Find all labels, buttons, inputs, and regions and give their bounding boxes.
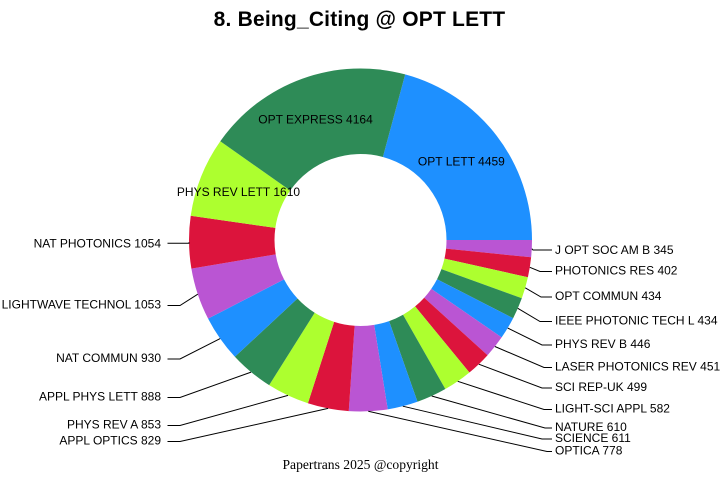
svg-text:APPL PHYS LETT 888: APPL PHYS LETT 888 xyxy=(39,390,161,404)
svg-text:OPT LETT 4459: OPT LETT 4459 xyxy=(418,155,505,169)
svg-text:LIGHTWAVE TECHNOL 1053: LIGHTWAVE TECHNOL 1053 xyxy=(2,298,162,312)
svg-text:PHYS REV B 446: PHYS REV B 446 xyxy=(555,337,651,351)
svg-text:NATURE 610: NATURE 610 xyxy=(555,420,627,434)
svg-text:LIGHT-SCI APPL 582: LIGHT-SCI APPL 582 xyxy=(555,402,670,416)
svg-text:J OPT SOC AM B 345: J OPT SOC AM B 345 xyxy=(555,243,674,257)
svg-text:Papertrans 2025 @copyright: Papertrans 2025 @copyright xyxy=(283,457,439,472)
svg-text:IEEE PHOTONIC TECH L 434: IEEE PHOTONIC TECH L 434 xyxy=(555,314,718,328)
svg-text:PHYS REV LETT 1610: PHYS REV LETT 1610 xyxy=(177,185,300,199)
svg-text:NAT PHOTONICS 1054: NAT PHOTONICS 1054 xyxy=(34,237,162,251)
svg-text:PHYS REV A 853: PHYS REV A 853 xyxy=(67,418,161,432)
svg-text:OPTICA 778: OPTICA 778 xyxy=(555,444,623,458)
svg-text:OPT COMMUN 434: OPT COMMUN 434 xyxy=(555,289,662,303)
svg-text:PHOTONICS RES 402: PHOTONICS RES 402 xyxy=(555,264,678,278)
svg-text:APPL OPTICS 829: APPL OPTICS 829 xyxy=(59,434,161,448)
svg-text:OPT EXPRESS 4164: OPT EXPRESS 4164 xyxy=(258,113,373,127)
svg-text:8. Being_Citing @ OPT LETT: 8. Being_Citing @ OPT LETT xyxy=(214,8,506,31)
svg-text:SCI REP-UK 499: SCI REP-UK 499 xyxy=(555,380,647,394)
svg-text:LASER PHOTONICS REV 451: LASER PHOTONICS REV 451 xyxy=(555,360,720,374)
svg-text:SCIENCE 611: SCIENCE 611 xyxy=(555,431,631,445)
svg-text:NAT COMMUN 930: NAT COMMUN 930 xyxy=(56,351,161,365)
